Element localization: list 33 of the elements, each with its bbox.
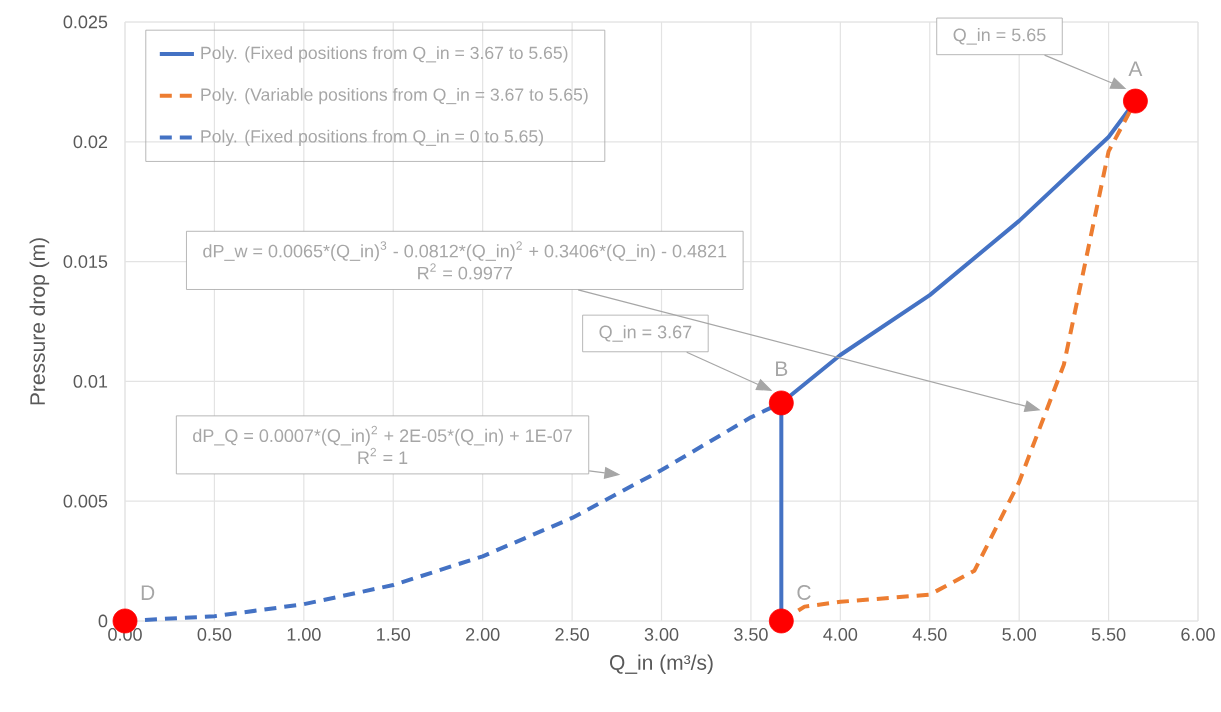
x-tick-label: 1.50: [377, 628, 411, 641]
annotation: D: [141, 585, 155, 600]
y-tick-label: 0.005: [63, 494, 108, 508]
annotation: B: [776, 361, 788, 376]
legend-label: Poly. (Variable positions from Q_in = 3.67 to 5.65): [201, 87, 588, 105]
x-tick-label: 4.00: [823, 628, 858, 641]
annotation: Q_in = 5.65: [953, 28, 1046, 45]
y-tick-label: 0: [98, 614, 108, 628]
annotation: dP_w = 0.0065*(Q_in)$^{3}$ - 0.0812*(Q_in)$^{2}$ + 0.3406*(Q_in) - 0.4821: [203, 241, 727, 262]
annotation: R$^{2}$ = 1: [358, 447, 408, 464]
annotation: Q_in = 3.67: [599, 325, 692, 342]
x-tick-label: 3.00: [644, 628, 679, 641]
x-tick-label: 5.00: [1002, 628, 1036, 641]
x-tick-label: 3.50: [734, 628, 768, 641]
annotation: R$^{2}$ = 0.9977: [418, 263, 512, 280]
x-tick-label: 1.00: [287, 628, 321, 641]
x-tick-label: 2.50: [555, 628, 589, 641]
annotation: C: [797, 585, 811, 600]
x-tick-label: 0.50: [197, 628, 232, 641]
x-tick-label: 2.00: [466, 628, 500, 641]
x-tick-label: 6.00: [1181, 628, 1215, 641]
y-tick-label: 0.025: [63, 15, 108, 29]
annotation: A: [1128, 61, 1143, 76]
legend-label: Poly. (Fixed positions from Q_in = 3.67 to 5.65): [201, 46, 568, 63]
x-axis-title: Q_in (m³/s): [610, 654, 713, 675]
annotation: dP_Q = 0.0007*(Q_in)$^{2}$ + 2E-05*(Q_in) + 1E-07: [193, 425, 572, 446]
x-tick-label: 4.50: [912, 628, 947, 641]
y-tick-label: 0.01: [73, 375, 108, 388]
y-tick-label: 0.02: [73, 135, 108, 149]
x-tick-label: 5.50: [1091, 628, 1126, 641]
legend-label: Poly. (Fixed positions from Q_in = 0 to 5.65): [201, 129, 543, 147]
y-axis-title: Pressure drop (m): [29, 238, 50, 405]
y-tick-label: 0.015: [63, 255, 108, 268]
